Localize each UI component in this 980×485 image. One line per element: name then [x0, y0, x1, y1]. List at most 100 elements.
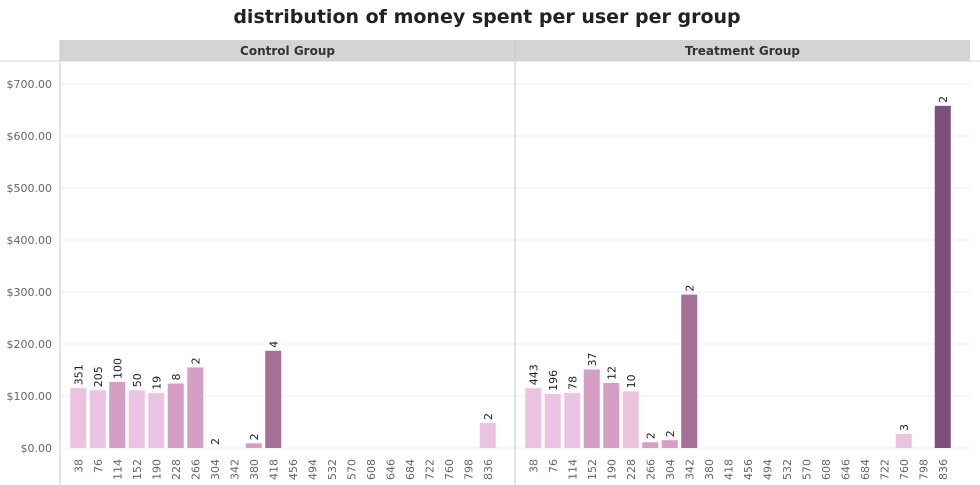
bar-count-label: 2 [664, 430, 677, 437]
bar[interactable] [622, 391, 639, 448]
bar-count-label: 196 [547, 370, 560, 391]
x-tick-label: 342 [228, 459, 241, 480]
x-tick-label: 456 [742, 459, 755, 480]
bar-count-label: 2 [482, 413, 495, 420]
x-tick-label: 532 [781, 459, 794, 480]
x-tick-label: 722 [423, 459, 436, 480]
bar[interactable] [245, 443, 262, 448]
x-tick-label: 722 [878, 459, 891, 480]
bar-count-label: 12 [605, 366, 618, 380]
bar[interactable] [603, 383, 620, 448]
bar-count-label: 2 [189, 357, 202, 364]
x-tick-label: 380 [703, 459, 716, 480]
bar[interactable] [661, 440, 678, 448]
x-tick-label: 152 [131, 459, 144, 480]
x-tick-label: 38 [72, 459, 85, 473]
x-tick-label: 152 [586, 459, 599, 480]
y-tick-label: $300.00 [7, 286, 53, 299]
bar-count-label: 2 [644, 432, 657, 439]
x-tick-label: 494 [761, 459, 774, 480]
y-axis-ticks: $0.00 $100.00 $200.00 $300.00 $400.00 $500.00… [7, 78, 53, 455]
x-tick-label: 798 [917, 459, 930, 480]
x-tick-label: 304 [209, 459, 222, 480]
x-tick-label: 456 [287, 459, 300, 480]
bar-count-label: 2 [683, 285, 696, 292]
x-tick-label: 228 [625, 459, 638, 480]
bar[interactable] [187, 367, 204, 448]
bar[interactable] [167, 383, 184, 448]
bar[interactable] [583, 369, 600, 448]
bar[interactable] [525, 388, 542, 448]
bar[interactable] [564, 392, 581, 448]
bar[interactable] [128, 390, 145, 448]
bar[interactable] [109, 381, 126, 448]
x-tick-label: 304 [664, 459, 677, 480]
x-tick-label: 760 [443, 459, 456, 480]
x-tick-label: 418 [267, 459, 280, 480]
panel-header-label: Treatment Group [685, 44, 800, 58]
bar-count-label: 100 [111, 358, 124, 379]
x-tick-label: 608 [820, 459, 833, 480]
x-tick-label: 608 [365, 459, 378, 480]
bars [70, 105, 951, 448]
bar[interactable] [544, 393, 561, 448]
bar[interactable] [479, 423, 496, 448]
x-tick-label: 76 [92, 459, 105, 473]
bar-count-label: 2 [248, 433, 261, 440]
x-tick-label: 266 [644, 459, 657, 480]
bar[interactable] [70, 388, 87, 448]
y-tick-label: $0.00 [21, 442, 53, 455]
y-tick-label: $600.00 [7, 130, 53, 143]
y-tick-label: $400.00 [7, 234, 53, 247]
x-tick-label: 570 [345, 459, 358, 480]
bar-count-label: 78 [566, 376, 579, 390]
x-tick-label: 684 [859, 459, 872, 480]
bar-count-label: 351 [72, 364, 85, 385]
x-tick-label: 646 [384, 459, 397, 480]
bar-count-label: 2 [209, 438, 222, 445]
panel-frame [0, 40, 980, 485]
y-tick-label: $500.00 [7, 182, 53, 195]
bar-count-label: 19 [150, 376, 163, 390]
x-tick-label: 114 [111, 459, 124, 480]
x-tick-label: 190 [150, 459, 163, 480]
bar-count-label: 2 [937, 96, 950, 103]
bar[interactable] [265, 350, 282, 448]
bar-count-label: 443 [527, 364, 540, 385]
x-tick-label: 760 [898, 459, 911, 480]
x-tick-label: 646 [839, 459, 852, 480]
bar-count-label: 50 [131, 373, 144, 387]
y-tick-label: $700.00 [7, 78, 53, 91]
x-tick-label: 76 [547, 459, 560, 473]
bar[interactable] [895, 433, 912, 448]
chart-title: distribution of money spent per user per… [233, 6, 741, 28]
bar[interactable] [642, 442, 659, 448]
x-tick-label: 494 [306, 459, 319, 480]
panel-header-label: Control Group [240, 44, 335, 58]
bar[interactable] [681, 294, 698, 448]
bar-count-label: 10 [625, 374, 638, 388]
panel-headers: Control Group Treatment Group [60, 40, 970, 61]
x-tick-label: 570 [800, 459, 813, 480]
x-tick-label: 418 [722, 459, 735, 480]
bar-count-label: 8 [170, 374, 183, 381]
panel-header-bg [515, 40, 970, 61]
x-tick-label: 114 [566, 459, 579, 480]
x-tick-label: 228 [170, 459, 183, 480]
bar[interactable] [148, 392, 165, 448]
x-tick-label: 266 [189, 459, 202, 480]
x-tick-label: 836 [937, 459, 950, 480]
y-tick-label: $200.00 [7, 338, 53, 351]
x-tick-label: 684 [404, 459, 417, 480]
x-tick-label: 380 [248, 459, 261, 480]
x-tick-label: 798 [462, 459, 475, 480]
x-tick-label: 38 [527, 459, 540, 473]
x-tick-label: 190 [605, 459, 618, 480]
bar[interactable] [89, 390, 106, 448]
y-tick-label: $100.00 [7, 390, 53, 403]
x-axis-ticks: 38 76 114 152 190 228 266 304 342 380 418 456 494 532… [72, 459, 950, 480]
x-tick-label: 532 [326, 459, 339, 480]
bar[interactable] [934, 105, 951, 448]
